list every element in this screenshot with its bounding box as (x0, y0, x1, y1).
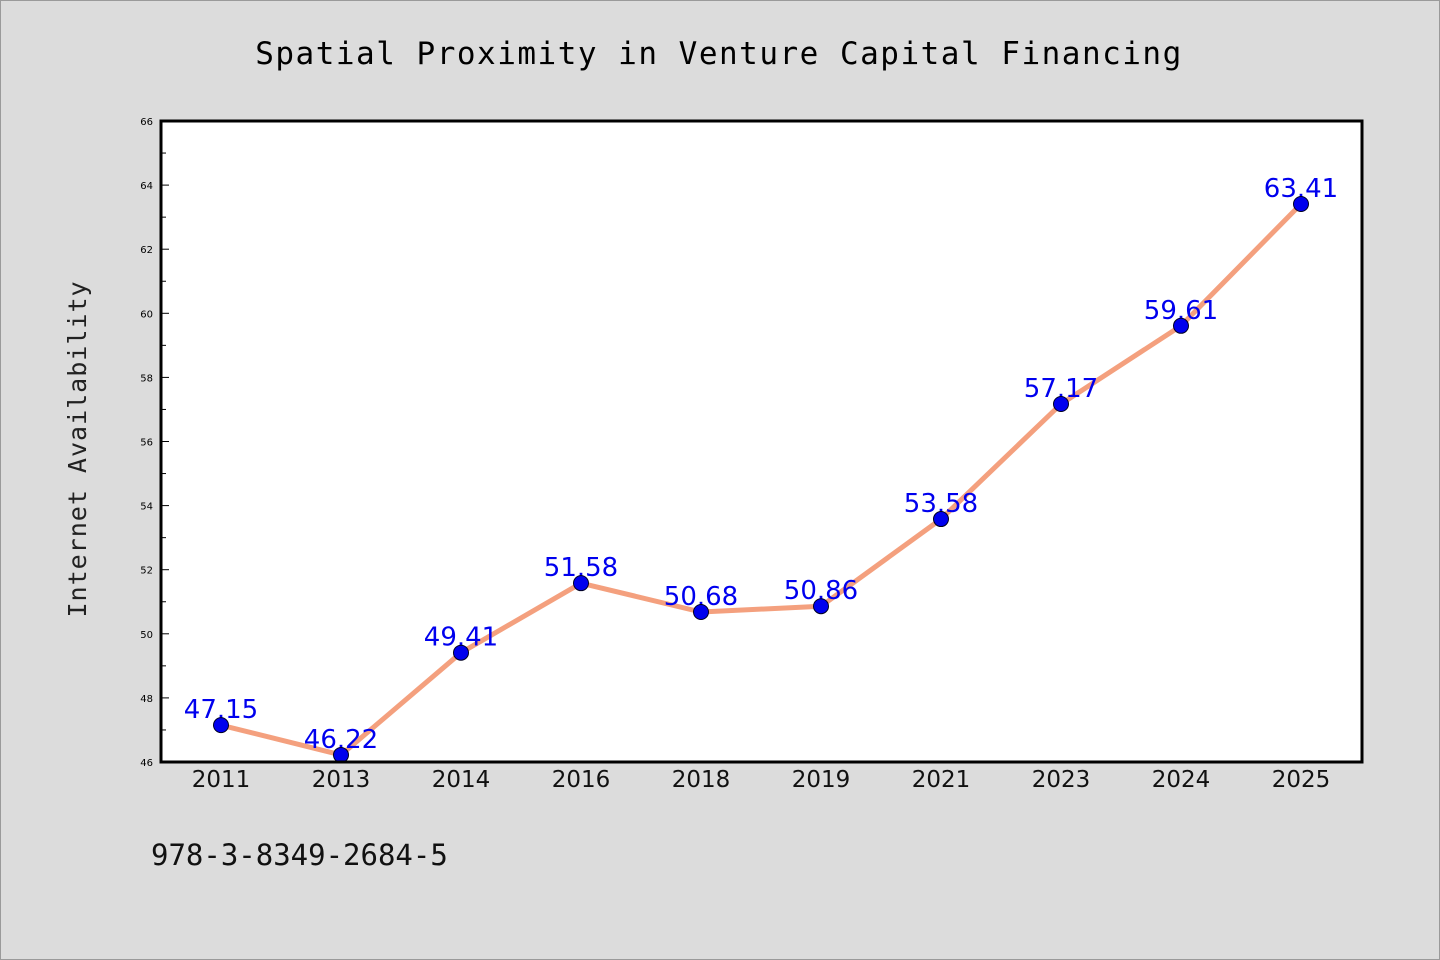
y-tick-label: 48 (140, 694, 153, 705)
y-axis-label: Internet Availability (63, 280, 92, 617)
x-axis: 2011 2013 2014 2016 2018 2019 2021 2023 2024 2025 (192, 767, 1331, 793)
x-tick-label: 2018 (672, 767, 731, 793)
y-tick-label: 60 (140, 309, 153, 320)
x-tick-label: 2024 (1152, 767, 1211, 793)
y-tick-label: 46 (140, 758, 153, 769)
y-tick-label: 52 (140, 566, 153, 577)
data-point (1053, 396, 1069, 413)
x-tick-label: 2023 (1032, 767, 1091, 793)
y-tick-label: 58 (140, 373, 153, 384)
y-axis: 46 48 50 52 54 56 58 60 62 64 66 (140, 117, 169, 769)
x-tick-label: 2021 (912, 767, 971, 793)
series-line (218, 201, 1304, 758)
x-tick-label: 2014 (432, 767, 491, 793)
plot-frame (159, 119, 1364, 764)
y-tick-label: 62 (140, 245, 153, 256)
data-point (213, 717, 229, 734)
data-point (813, 598, 829, 615)
x-tick-label: 2011 (192, 767, 251, 793)
x-tick-label: 2016 (552, 767, 611, 793)
data-point (333, 746, 349, 763)
data-point (1293, 196, 1309, 213)
y-tick-label: 56 (140, 438, 153, 449)
data-series (218, 201, 1304, 758)
data-point (693, 604, 709, 621)
data-point (453, 644, 469, 661)
y-tick-label: 54 (140, 502, 153, 513)
chart-title: Spatial Proximity in Venture Capital Fin… (255, 36, 1183, 72)
isbn-text: 978-3-8349-2684-5 (151, 838, 448, 872)
x-tick-label: 2019 (792, 767, 851, 793)
y-tick-label: 50 (140, 630, 153, 641)
x-tick-label: 2013 (312, 767, 371, 793)
x-tick-label: 2025 (1272, 767, 1331, 793)
y-tick-label: 66 (140, 117, 153, 128)
data-point (1173, 317, 1189, 334)
y-tick-label: 64 (140, 181, 153, 192)
plot-area (161, 121, 1362, 762)
data-point (933, 511, 949, 528)
data-point (573, 575, 589, 592)
